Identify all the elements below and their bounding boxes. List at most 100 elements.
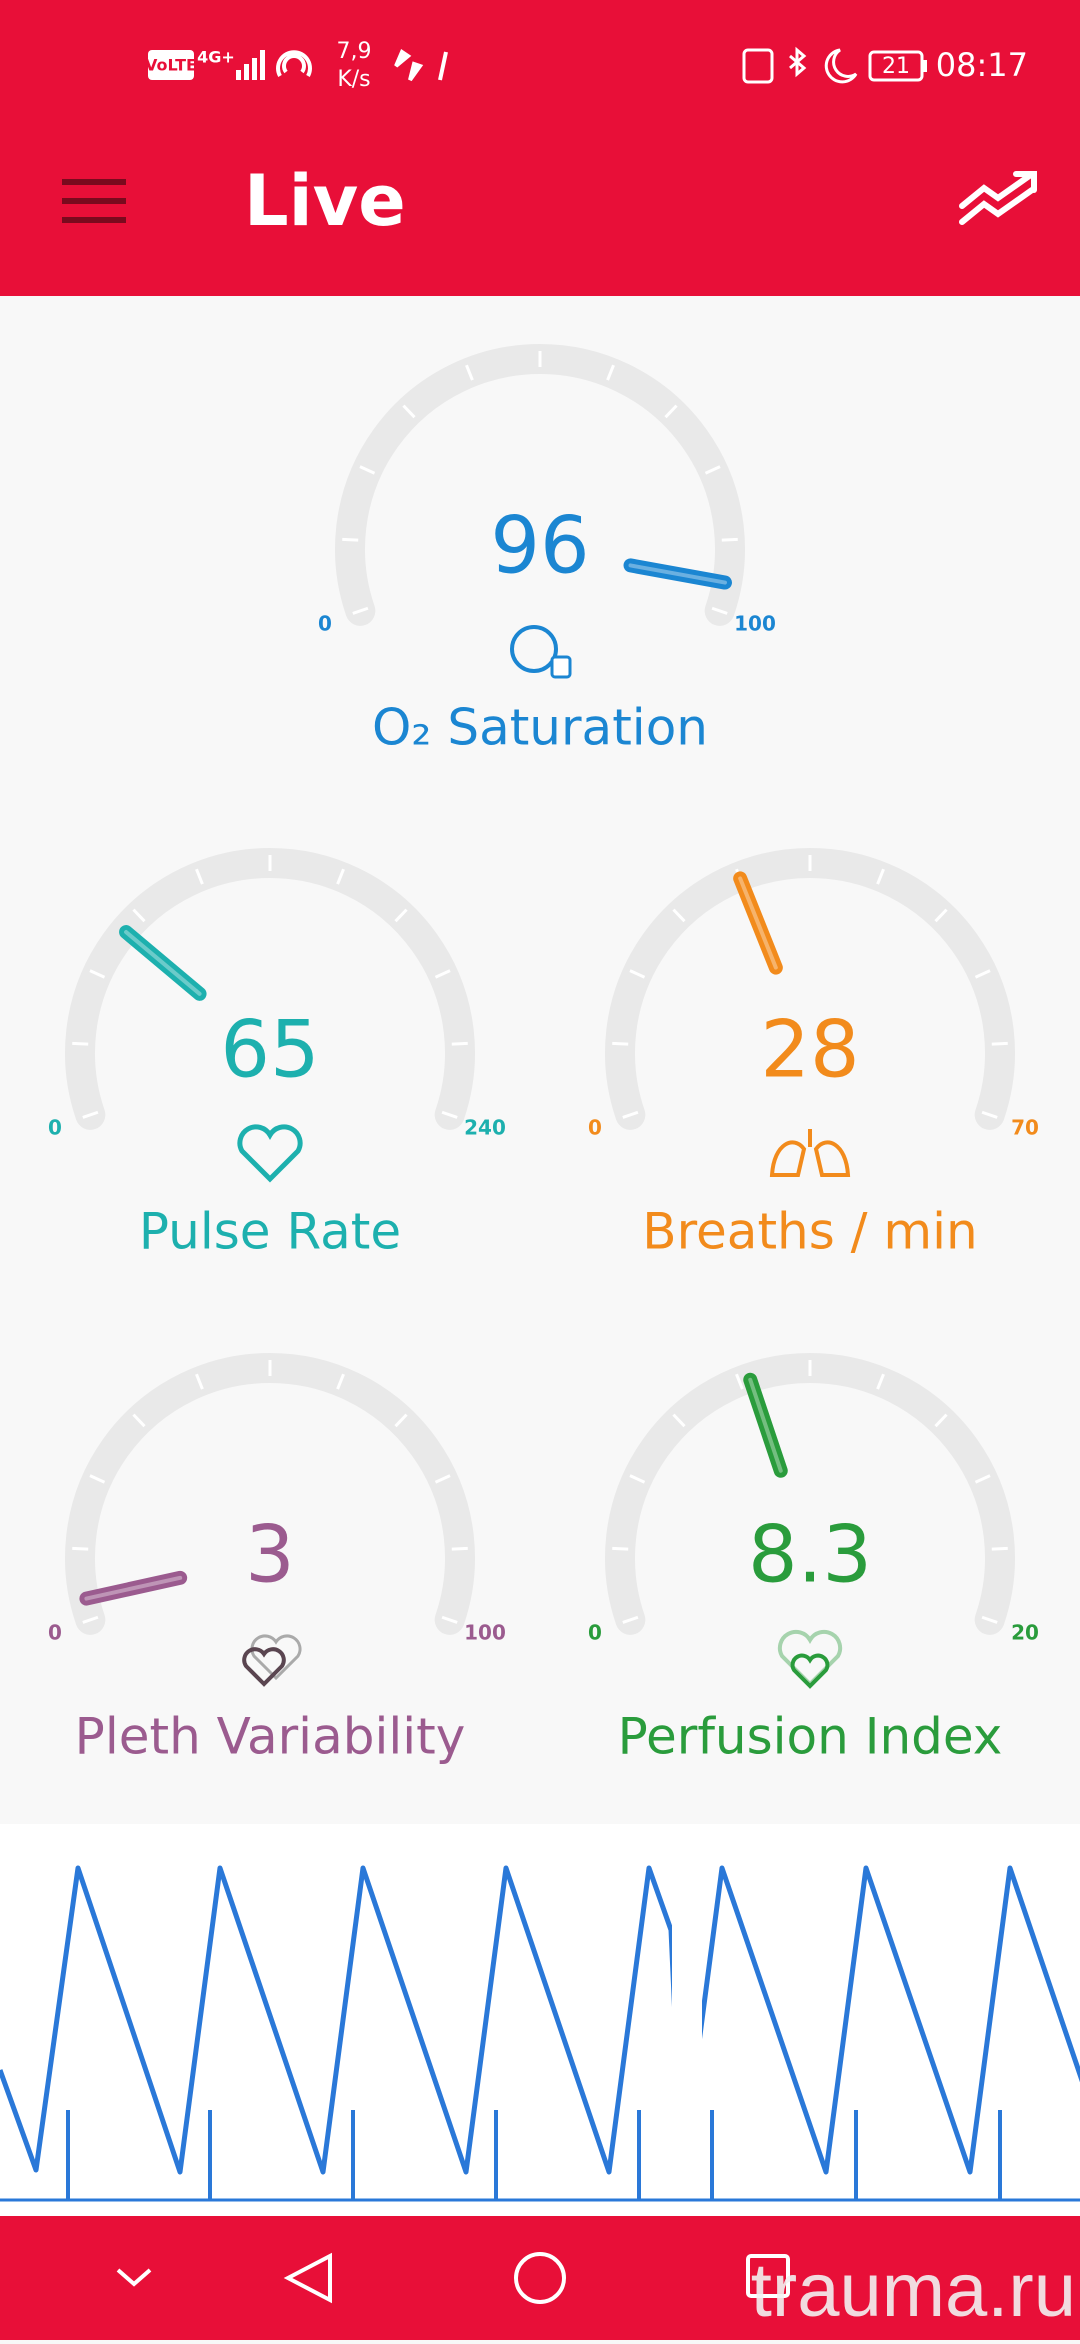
- gauge-tick: [451, 1546, 468, 1551]
- gauge-value: 96: [490, 501, 589, 591]
- gauge-label: Pleth Variability: [75, 1708, 466, 1766]
- gauge-needle: [743, 1372, 788, 1478]
- gauge-tick: [402, 404, 416, 419]
- net-speed: 7,9: [337, 39, 372, 64]
- gauge: 96 0 100 O₂ Saturation: [318, 344, 776, 757]
- gauge-tick: [72, 1041, 89, 1046]
- gauge-max: 100: [734, 612, 776, 636]
- gauge-value: 65: [220, 1005, 319, 1095]
- gauge-min: 0: [588, 1116, 602, 1140]
- gauge-value: 28: [760, 1005, 859, 1095]
- nav-recent[interactable]: [746, 2254, 790, 2298]
- gauge-value: 8.3: [748, 1510, 872, 1600]
- gauge-tick: [629, 1474, 646, 1484]
- trends-button[interactable]: [959, 171, 1037, 225]
- notif-icons: [394, 49, 448, 82]
- gauge-tick: [934, 1413, 948, 1428]
- gauge-tick: [82, 1615, 99, 1624]
- icon: [790, 1653, 830, 1689]
- gauge-tick: [981, 1110, 998, 1119]
- gauge-needle-shine: [84, 1575, 183, 1601]
- gauge-tick: [132, 908, 146, 923]
- gauge-tick: [394, 1413, 408, 1428]
- gauge-label: Pulse Rate: [139, 1203, 401, 1261]
- gauge-tick: [991, 1041, 1008, 1046]
- gauge-tick: [622, 1615, 639, 1624]
- gauge-tick: [352, 606, 369, 615]
- gauge-tick: [336, 868, 345, 885]
- app-title: Live: [244, 160, 406, 242]
- content-bg: [0, 296, 1080, 1824]
- waveform-gap: [672, 1830, 702, 2210]
- gauge-max: 240: [464, 1116, 506, 1140]
- gauge-max: 70: [1011, 1116, 1039, 1140]
- gauge-tick: [451, 1041, 468, 1046]
- gauge-tick: [336, 1373, 345, 1390]
- gauge-max: 20: [1011, 1621, 1039, 1645]
- gauge-min: 0: [588, 1621, 602, 1645]
- gauge-tick: [876, 1373, 885, 1390]
- gauge-tick: [195, 868, 204, 885]
- gauge-tick: [89, 1474, 106, 1484]
- gauge-label: Breaths / min: [642, 1203, 977, 1261]
- gauge-max: 100: [464, 1621, 506, 1645]
- gauge-needle: [119, 925, 207, 1001]
- gauge-value: 3: [245, 1510, 295, 1600]
- battery-tip: [923, 60, 927, 72]
- gauge-min: 0: [48, 1116, 62, 1140]
- gauge-tick: [441, 1615, 458, 1624]
- watermark: trauma.ru: [751, 2248, 1076, 2333]
- gauge: 65 0 240 Pulse Rate: [48, 848, 506, 1261]
- gauge-tick: [672, 1413, 686, 1428]
- pleth-waveform: [0, 1830, 1080, 2210]
- net-speed-unit: K/s: [337, 67, 370, 92]
- gauge-min: 0: [318, 612, 332, 636]
- gauge-tick: [465, 364, 474, 381]
- nav-back[interactable]: [283, 2252, 332, 2304]
- gauge-needle: [623, 558, 732, 590]
- waveform-bg: [0, 1824, 1080, 2216]
- volte: VoLTE: [145, 56, 197, 75]
- gauge: 28 0 70 Breaths / min: [588, 848, 1039, 1261]
- icon: [250, 1634, 302, 1681]
- waveform-line: [0, 1865, 1080, 2175]
- gauge-needle-shine: [628, 563, 727, 585]
- battery-level: 21: [882, 54, 910, 79]
- gauge: 8.3 0 20 Perfusion Index: [588, 1353, 1039, 1766]
- gauge-needle-shine: [124, 930, 202, 996]
- nav-bar-bg: [0, 2216, 1080, 2340]
- app-bar-bg: [0, 0, 1080, 296]
- gauge-needle: [79, 1570, 188, 1606]
- icon: [777, 1629, 843, 1687]
- gauge-needle-shine: [748, 1377, 783, 1473]
- bluetooth-icon: [789, 46, 807, 78]
- gauge-tick: [629, 969, 646, 979]
- gauge-needle: [733, 871, 783, 975]
- gauge-tick: [434, 969, 451, 979]
- moon-icon: [824, 48, 858, 84]
- gauge-tick: [72, 1546, 89, 1551]
- gauges: 96 0 100 O₂ Saturation 65 0 240 Pulse Rate 28 0 70…: [48, 344, 1039, 1766]
- nav-home[interactable]: [514, 2252, 566, 2304]
- gauge-tick: [622, 1110, 639, 1119]
- menu-button[interactable]: [62, 179, 126, 223]
- icon: [237, 1124, 303, 1183]
- nav-down[interactable]: [116, 2268, 152, 2287]
- clock: 08:17: [936, 46, 1028, 84]
- gauge-tick: [672, 908, 686, 923]
- gauge-tick: [441, 1110, 458, 1119]
- icon: [769, 1129, 851, 1177]
- gauge-tick: [981, 1615, 998, 1624]
- signal-bars: [236, 50, 265, 80]
- gauge-tick: [711, 606, 728, 615]
- gauge-tick: [612, 1041, 629, 1046]
- gauge-tick: [721, 537, 738, 542]
- gauge-tick: [89, 969, 106, 979]
- gauge-tick: [434, 1474, 451, 1484]
- gauge-label: Perfusion Index: [618, 1708, 1003, 1766]
- battery-icon: [868, 50, 924, 82]
- gauge-tick: [394, 908, 408, 923]
- gauge-tick: [704, 465, 721, 475]
